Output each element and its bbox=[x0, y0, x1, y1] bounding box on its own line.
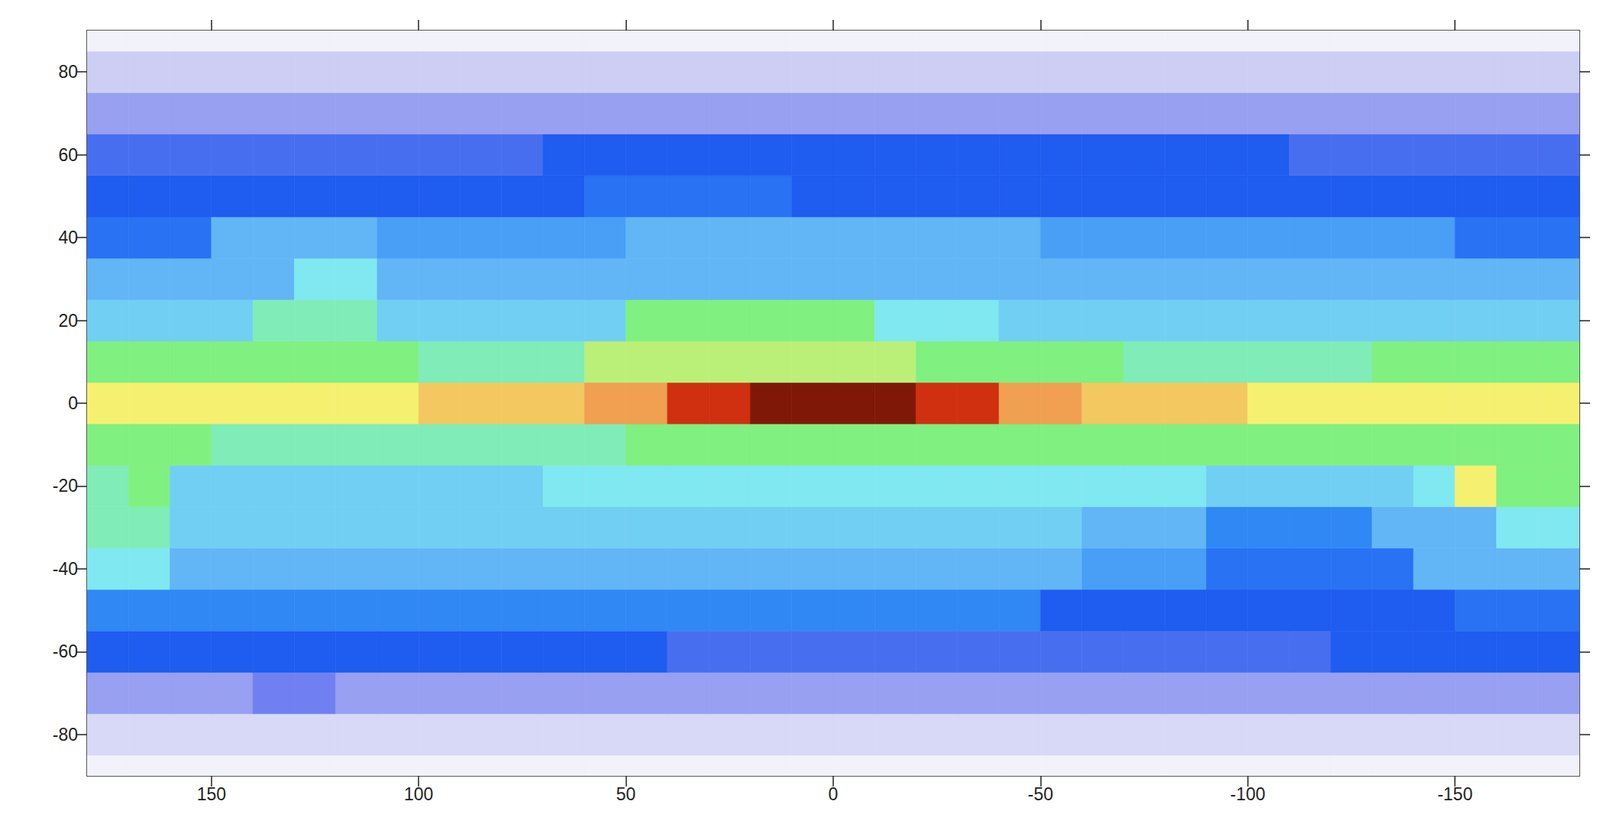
svg-text:-50: -50 bbox=[1027, 784, 1054, 805]
svg-text:50: 50 bbox=[616, 784, 637, 805]
svg-text:40: 40 bbox=[58, 227, 78, 248]
svg-text:60: 60 bbox=[58, 145, 78, 165]
svg-text:-100: -100 bbox=[1230, 784, 1266, 805]
svg-text:-40: -40 bbox=[52, 559, 78, 579]
svg-text:20: 20 bbox=[58, 310, 78, 331]
svg-text:-20: -20 bbox=[52, 475, 78, 496]
svg-text:80: 80 bbox=[58, 61, 78, 82]
svg-text:150: 150 bbox=[197, 784, 227, 805]
svg-text:-60: -60 bbox=[52, 641, 78, 662]
svg-text:-80: -80 bbox=[52, 724, 78, 745]
svg-text:0: 0 bbox=[828, 784, 839, 805]
svg-text:0: 0 bbox=[67, 393, 78, 414]
svg-text:100: 100 bbox=[404, 784, 434, 805]
svg-text:-150: -150 bbox=[1437, 784, 1473, 805]
